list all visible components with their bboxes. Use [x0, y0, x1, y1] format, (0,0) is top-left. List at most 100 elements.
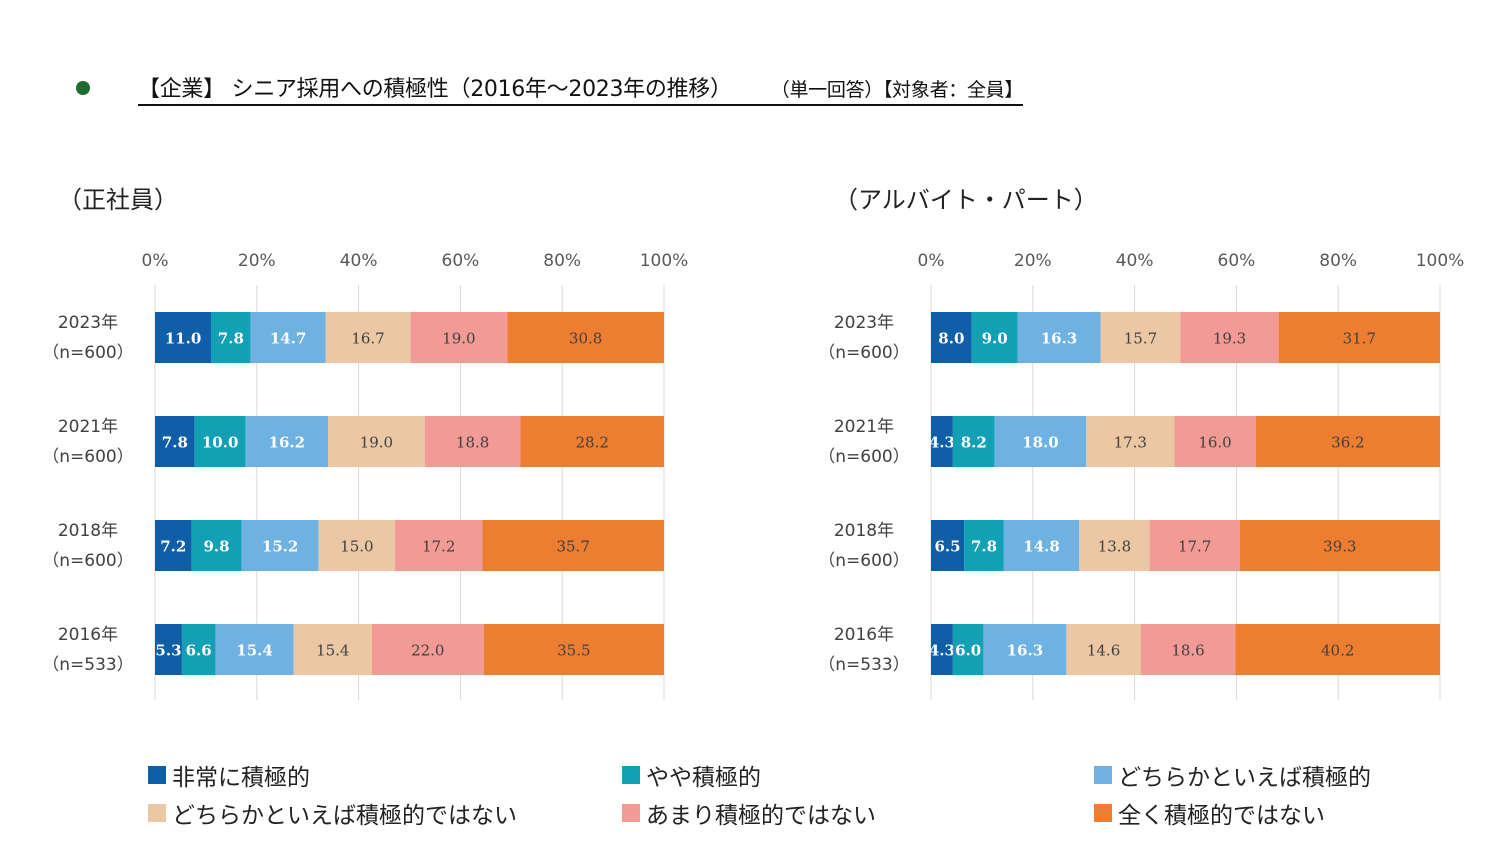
regular-xtick-label-5: 100% [640, 251, 689, 271]
regular-bar-segment-2-0 [155, 520, 192, 571]
legend-item-not-very-positive: あまり積極的ではない [622, 796, 876, 830]
parttime-xtick-label-2: 40% [1116, 251, 1154, 271]
regular-data-label-0-4: 19.0 [442, 330, 475, 348]
regular-data-label-3-1: 6.6 [186, 642, 212, 660]
regular-bar-segment-1-5 [520, 416, 664, 467]
regular-bar-segment-2-2 [241, 520, 319, 571]
parttime-category-year-1: 2021年 [834, 417, 894, 437]
regular-xtick-label-4: 80% [543, 251, 581, 271]
regular-data-label-3-3: 15.4 [316, 642, 349, 660]
parttime-bar-segment-0-1 [971, 312, 1018, 363]
regular-bar-segment-0-1 [210, 312, 251, 363]
parttime-data-label-2-3: 13.8 [1098, 538, 1131, 556]
regular-data-label-0-5: 30.8 [569, 330, 602, 348]
regular-data-label-1-5: 28.2 [576, 434, 609, 452]
legend-label-very-positive: 非常に積極的 [172, 765, 310, 791]
legend-swatch-rather-positive [1094, 766, 1112, 784]
chart-title-regular: （正社員） [58, 186, 178, 214]
regular-data-label-2-3: 15.0 [340, 538, 373, 556]
parttime-data-label-1-5: 36.2 [1331, 434, 1364, 452]
page-header: 【企業】 シニア採用への積極性（2016年～2023年の推移） （単一回答）【対… [76, 70, 1023, 106]
parttime-data-label-1-4: 16.0 [1198, 434, 1231, 452]
regular-data-label-3-2: 15.4 [236, 642, 273, 660]
parttime-bar-segment-1-2 [994, 416, 1087, 467]
legend-item-very-positive: 非常に積極的 [148, 758, 310, 792]
parttime-data-label-2-0: 6.5 [935, 538, 961, 556]
parttime-bar-segment-0-2 [1017, 312, 1101, 363]
parttime-data-label-3-5: 40.2 [1321, 642, 1354, 660]
regular-bar-segment-3-2 [215, 624, 294, 675]
legend: 非常に積極的 やや積極的 どちらかといえば積極的 どちらかといえば積極的ではない… [0, 758, 1512, 838]
legend-swatch-somewhat-positive [622, 766, 640, 784]
regular-bar-segment-3-0 [155, 624, 182, 675]
regular-data-label-2-1: 9.8 [203, 538, 229, 556]
parttime-data-label-3-0: 4.3 [929, 642, 955, 660]
parttime-bar-segment-2-3 [1079, 520, 1150, 571]
regular-data-label-0-1: 7.8 [218, 330, 244, 348]
parttime-xtick-label-3: 60% [1218, 251, 1256, 271]
parttime-bar-segment-3-1 [952, 624, 984, 675]
regular-data-label-0-3: 16.7 [351, 330, 384, 348]
title-sub: （単一回答）【対象者：全員】 [770, 78, 1024, 101]
parttime-data-label-0-1: 9.0 [982, 330, 1008, 348]
parttime-data-label-2-4: 17.7 [1178, 538, 1211, 556]
parttime-data-label-2-5: 39.3 [1323, 538, 1356, 556]
title-main: 【企業】 シニア採用への積極性（2016年～2023年の推移） [138, 76, 721, 102]
parttime-category-year-0: 2023年 [834, 313, 894, 333]
parttime-data-label-2-1: 7.8 [971, 538, 997, 556]
legend-label-rather-positive: どちらかといえば積極的 [1118, 765, 1371, 791]
legend-swatch-rather-not-positive [148, 804, 166, 822]
parttime-xtick-label-4: 80% [1319, 251, 1357, 271]
parttime-data-label-3-2: 16.3 [1007, 642, 1044, 660]
legend-label-not-very-positive: あまり積極的ではない [646, 803, 876, 829]
parttime-category-n-0: （n=600） [818, 343, 909, 363]
regular-xtick-label-2: 40% [340, 251, 378, 271]
parttime-data-label-0-3: 15.7 [1124, 330, 1157, 348]
legend-label-not-positive-at-all: 全く積極的ではない [1118, 803, 1325, 829]
parttime-bar-segment-1-1 [952, 416, 995, 467]
parttime-bar-segment-2-5 [1239, 520, 1440, 571]
regular-xtick-label-0: 0% [142, 251, 169, 271]
regular-bar-segment-2-3 [318, 520, 396, 571]
regular-data-label-0-0: 11.0 [165, 330, 202, 348]
legend-item-rather-not-positive: どちらかといえば積極的ではない [148, 796, 517, 830]
regular-bar-segment-1-4 [424, 416, 521, 467]
parttime-data-label-3-1: 6.0 [955, 642, 981, 660]
parttime-data-label-3-3: 14.6 [1087, 642, 1120, 660]
regular-bar-segment-3-1 [181, 624, 216, 675]
parttime-bar-segment-1-3 [1086, 416, 1175, 467]
parttime-bar-segment-3-2 [983, 624, 1067, 675]
regular-bar-segment-0-0 [155, 312, 211, 363]
regular-data-label-1-2: 16.2 [269, 434, 306, 452]
regular-data-label-2-2: 15.2 [262, 538, 299, 556]
regular-data-label-1-3: 19.0 [360, 434, 393, 452]
parttime-data-label-0-4: 19.3 [1213, 330, 1246, 348]
parttime-data-label-1-2: 18.0 [1022, 434, 1059, 452]
regular-data-label-2-0: 7.2 [160, 538, 186, 556]
regular-data-label-3-4: 22.0 [411, 642, 444, 660]
parttime-data-label-1-0: 4.3 [929, 434, 955, 452]
parttime-bar-segment-3-4 [1140, 624, 1236, 675]
regular-bar-segment-1-0 [155, 416, 195, 467]
parttime-bar-segment-2-1 [964, 520, 1004, 571]
regular-category-year-2: 2018年 [58, 521, 118, 541]
parttime-data-label-3-4: 18.6 [1171, 642, 1204, 660]
parttime-data-label-1-1: 8.2 [961, 434, 987, 452]
regular-bar-segment-0-2 [250, 312, 326, 363]
regular-category-year-3: 2016年 [58, 625, 118, 645]
parttime-bar-segment-0-4 [1180, 312, 1279, 363]
parttime-bar-segment-1-5 [1255, 416, 1440, 467]
bullet-icon [76, 81, 90, 95]
regular-bar-segment-3-5 [483, 624, 664, 675]
regular-data-label-1-0: 7.8 [162, 434, 188, 452]
legend-label-rather-not-positive: どちらかといえば積極的ではない [172, 803, 517, 829]
regular-category-n-1: （n=600） [42, 447, 133, 467]
parttime-category-n-3: （n=533） [818, 655, 909, 675]
parttime-category-year-3: 2016年 [834, 625, 894, 645]
parttime-bar-segment-1-4 [1174, 416, 1256, 467]
legend-label-somewhat-positive: やや積極的 [646, 765, 761, 791]
parttime-bar-segment-3-3 [1066, 624, 1141, 675]
regular-category-n-2: （n=600） [42, 551, 133, 571]
regular-category-n-3: （n=533） [42, 655, 133, 675]
